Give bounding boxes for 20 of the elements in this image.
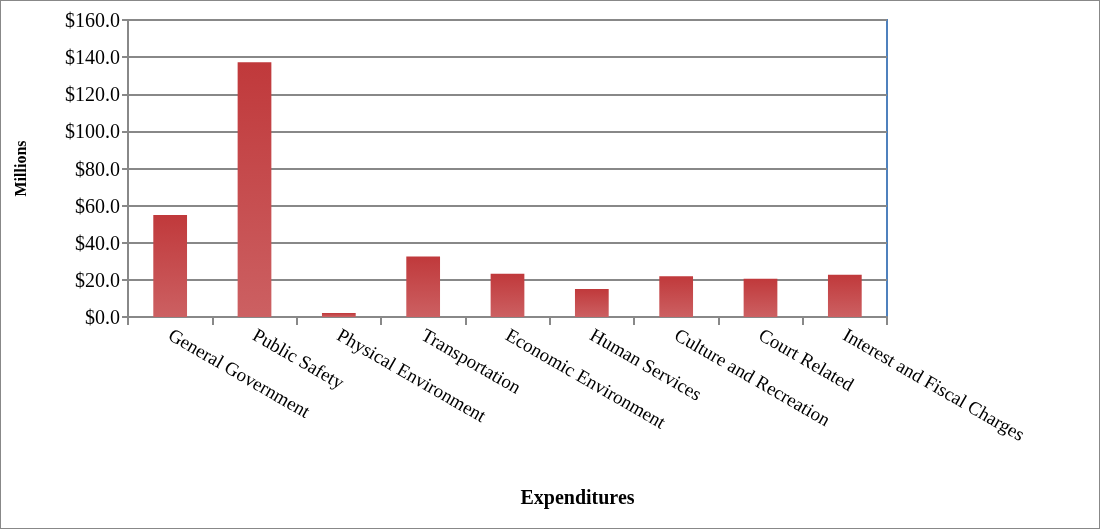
y-tick-label: $120.0 [65,83,120,106]
bar [321,313,356,317]
y-tick-label: $60.0 [75,194,120,217]
y-tick-label: $140.0 [65,46,120,69]
bar [237,62,272,317]
bar [490,273,525,317]
y-tick-label: $100.0 [65,120,120,143]
y-axis-title: Millions [11,140,29,197]
y-tick-label: $20.0 [75,268,120,291]
bar [574,288,609,317]
y-tick-label: $160.0 [65,9,120,31]
bar [406,256,441,317]
bar [743,278,778,317]
bar [659,276,694,317]
y-tick-label: $40.0 [75,231,120,254]
bar [827,274,862,317]
y-tick-label: $0.0 [85,306,120,328]
y-tick-label: $80.0 [75,157,120,180]
x-axis-title: Expenditures [520,486,635,509]
bar [153,214,188,317]
